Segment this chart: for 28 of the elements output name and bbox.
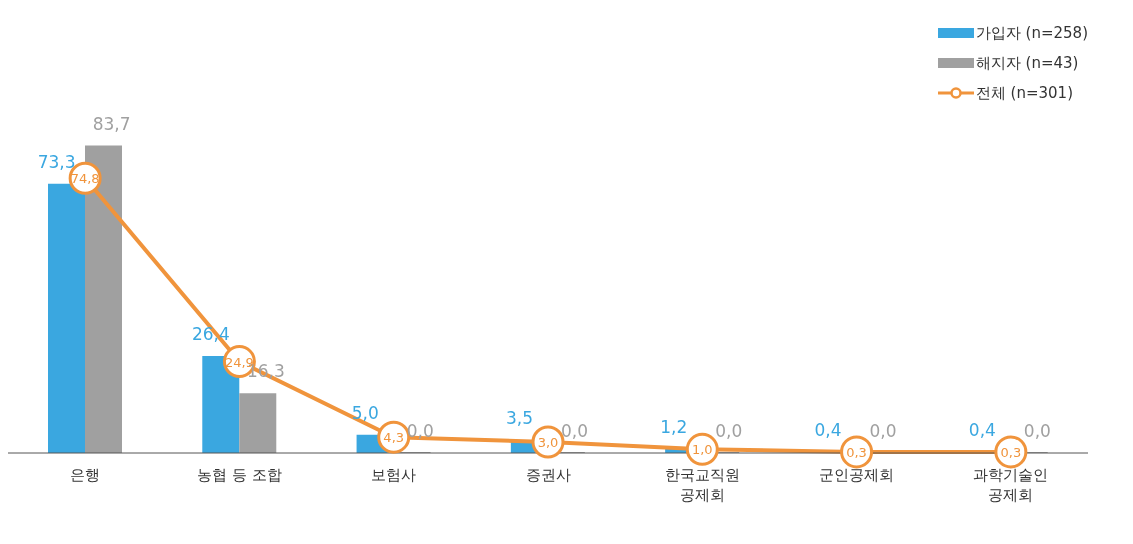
x-tick-label: 한국교직원 공제회 — [664, 466, 740, 504]
data-label: 1,2 — [660, 416, 688, 437]
data-label: 3,0 — [537, 434, 559, 450]
data-label: 4,3 — [383, 430, 405, 446]
data-label: 73,3 — [37, 151, 76, 172]
legend-label: 가입자 (n=258) — [975, 23, 1088, 43]
legend-label: 전체 (n=301) — [975, 83, 1073, 103]
data-label: 0,3 — [1000, 444, 1022, 460]
data-label: 0,4 — [814, 419, 842, 440]
x-tick-label: 과학기술인 공제회 — [973, 466, 1049, 504]
data-label: 5,0 — [351, 402, 379, 423]
data-label: 0,4 — [968, 419, 996, 440]
x-tick-label: 보험사 — [371, 466, 417, 484]
data-label: 0,0 — [406, 421, 434, 441]
data-label: 0,0 — [560, 421, 589, 441]
data-label: 74,8 — [70, 171, 100, 187]
data-label: 0,0 — [869, 421, 897, 441]
data-label: 83,7 — [92, 113, 131, 134]
legend-label: 해지자 (n=43) — [975, 53, 1079, 73]
x-tick-label: 농협 등 조합 — [197, 466, 282, 484]
x-tick-label: 군인공제회 — [819, 466, 895, 484]
x-tick-label: 증권사 — [525, 466, 571, 484]
data-label: 0,0 — [1023, 421, 1051, 441]
x-tick-label: 은행 — [70, 466, 101, 484]
data-label: 3,5 — [505, 408, 534, 429]
data-label: 1,0 — [691, 442, 713, 458]
data-label: 0,3 — [846, 444, 867, 460]
data-label: 0,0 — [715, 421, 743, 441]
